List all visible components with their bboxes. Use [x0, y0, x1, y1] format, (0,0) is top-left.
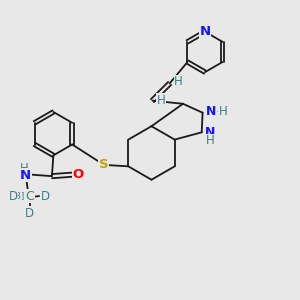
Text: D: D — [40, 190, 50, 202]
Text: H: H — [174, 75, 183, 88]
Text: C: C — [25, 190, 34, 202]
Text: H: H — [20, 162, 28, 175]
Text: D: D — [9, 190, 18, 202]
Text: N: N — [205, 126, 215, 139]
Text: [13]: [13] — [7, 192, 24, 201]
Text: -: - — [217, 105, 221, 118]
Text: S: S — [99, 158, 109, 171]
Text: D: D — [25, 207, 34, 220]
Text: O: O — [72, 168, 84, 181]
Text: H: H — [219, 105, 228, 118]
Text: N: N — [200, 25, 211, 38]
Text: N: N — [20, 169, 31, 182]
Text: N: N — [206, 105, 216, 118]
Text: H: H — [157, 94, 166, 106]
Text: H: H — [206, 134, 214, 147]
